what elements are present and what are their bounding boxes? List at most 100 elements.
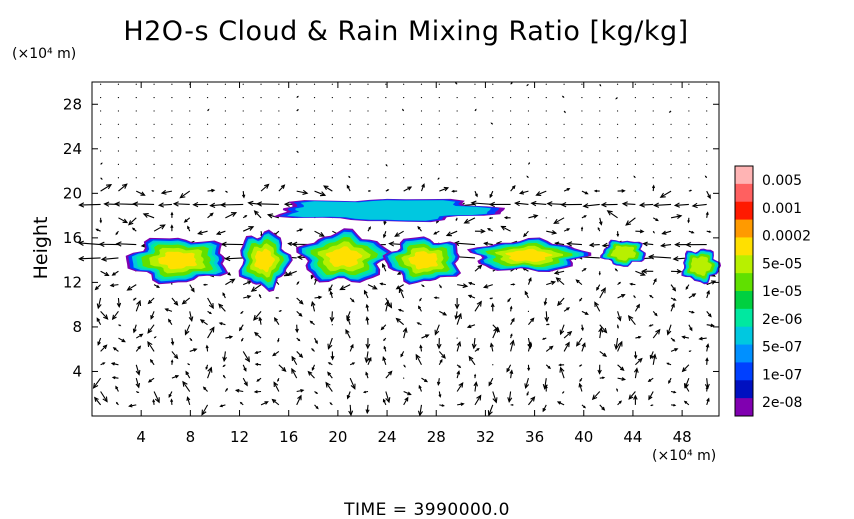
cloud-contour	[287, 200, 491, 221]
wind-vector	[545, 123, 547, 125]
wind-vector	[617, 364, 624, 371]
wind-vector	[385, 123, 387, 125]
wind-vector-head	[122, 218, 129, 224]
wind-vector	[684, 377, 690, 388]
wind-vector	[492, 96, 494, 99]
wind-vector	[153, 163, 155, 165]
wind-vector-head	[365, 316, 370, 321]
wind-vector-head	[297, 338, 301, 342]
wind-vector-head	[507, 397, 513, 403]
wind-vector-head	[451, 189, 455, 193]
wind-vector-head	[351, 299, 355, 303]
wind-vector	[599, 287, 606, 299]
wind-vector	[438, 150, 440, 152]
wind-vector-head	[309, 320, 313, 324]
wind-vector-head	[560, 202, 567, 208]
colorbar-swatch	[735, 273, 753, 292]
wind-vector-head	[345, 328, 350, 335]
wind-vector-head	[477, 264, 483, 270]
wind-vector-head	[219, 404, 223, 408]
wind-vector	[296, 163, 298, 165]
wind-vector-head	[275, 296, 278, 299]
wind-vector-head	[142, 212, 149, 218]
wind-vector	[454, 242, 476, 246]
wind-vector	[634, 83, 637, 85]
wind-vector	[385, 300, 389, 312]
wind-vector-head	[319, 191, 327, 197]
wind-vector-head	[209, 311, 212, 315]
wind-vector-head	[365, 303, 370, 308]
wind-vector-head	[385, 397, 391, 404]
wind-vector	[224, 110, 226, 112]
wind-vector-head	[527, 343, 533, 350]
wind-vector	[153, 177, 155, 179]
wind-vector-head	[363, 289, 368, 295]
wind-vector-head	[668, 111, 671, 113]
wind-vector-head	[329, 402, 332, 405]
wind-vector-head	[681, 335, 686, 339]
y-tick-label: 8	[72, 318, 82, 336]
wind-vector	[117, 150, 120, 152]
wind-vector-head	[476, 394, 482, 401]
wind-vector	[553, 217, 565, 224]
wind-vector-head	[280, 184, 286, 189]
wind-vector-head	[296, 151, 299, 154]
wind-vector	[136, 190, 145, 196]
wind-vector	[556, 277, 565, 286]
wind-vector	[385, 150, 387, 152]
wind-vector-head	[566, 228, 571, 232]
wind-vector	[184, 324, 191, 335]
wind-vector-head	[368, 190, 372, 192]
wind-vector-head	[415, 353, 421, 360]
wind-vector	[688, 83, 690, 85]
colorbar-swatch	[735, 201, 753, 221]
wind-vector	[456, 150, 458, 152]
wind-vector	[688, 96, 690, 99]
x-tick-label: 32	[476, 428, 495, 446]
wind-vector	[634, 123, 637, 125]
wind-vector	[403, 377, 405, 379]
wind-vector	[419, 404, 423, 416]
wind-vector	[403, 391, 411, 396]
wind-vector	[171, 297, 178, 306]
wind-vector-head	[579, 379, 582, 383]
wind-vector-head	[707, 194, 711, 200]
wind-vector	[242, 110, 244, 112]
wind-vector-head	[594, 301, 599, 307]
wind-vector	[116, 243, 137, 246]
wind-vector	[307, 371, 315, 379]
wind-vector	[349, 404, 352, 415]
wind-vector-head	[614, 343, 620, 351]
wind-vector	[545, 137, 547, 139]
wind-vector-head	[455, 218, 458, 222]
wind-vector-head	[556, 401, 562, 405]
wind-vector-head	[253, 390, 258, 394]
wind-vector	[349, 83, 351, 85]
wind-vector	[323, 185, 333, 192]
wind-vector-head	[258, 293, 262, 297]
wind-vector-head	[277, 379, 280, 383]
wind-vector	[492, 391, 497, 403]
wind-vector-head	[365, 371, 369, 376]
wind-vector	[225, 278, 235, 286]
wind-vector-head	[139, 333, 144, 338]
wind-vector	[225, 257, 244, 260]
wind-vector	[420, 83, 423, 85]
wind-vector	[224, 123, 226, 125]
wind-vector	[403, 397, 409, 406]
wind-vector-head	[528, 162, 531, 164]
wind-vector	[367, 96, 369, 99]
y-tick-label: 24	[63, 140, 82, 158]
wind-vector-head	[253, 210, 259, 216]
wind-vector-head	[111, 376, 116, 380]
wind-vector-head	[184, 329, 190, 336]
wind-vector	[456, 313, 462, 325]
wind-vector-head	[296, 254, 303, 260]
wind-vector	[314, 230, 325, 237]
wind-vector	[692, 203, 707, 207]
wind-vector-head	[264, 183, 270, 189]
wind-vector-head	[598, 272, 601, 276]
wind-vector-head	[227, 272, 232, 276]
wind-vector-head	[350, 343, 354, 349]
wind-vector-head	[202, 283, 206, 286]
